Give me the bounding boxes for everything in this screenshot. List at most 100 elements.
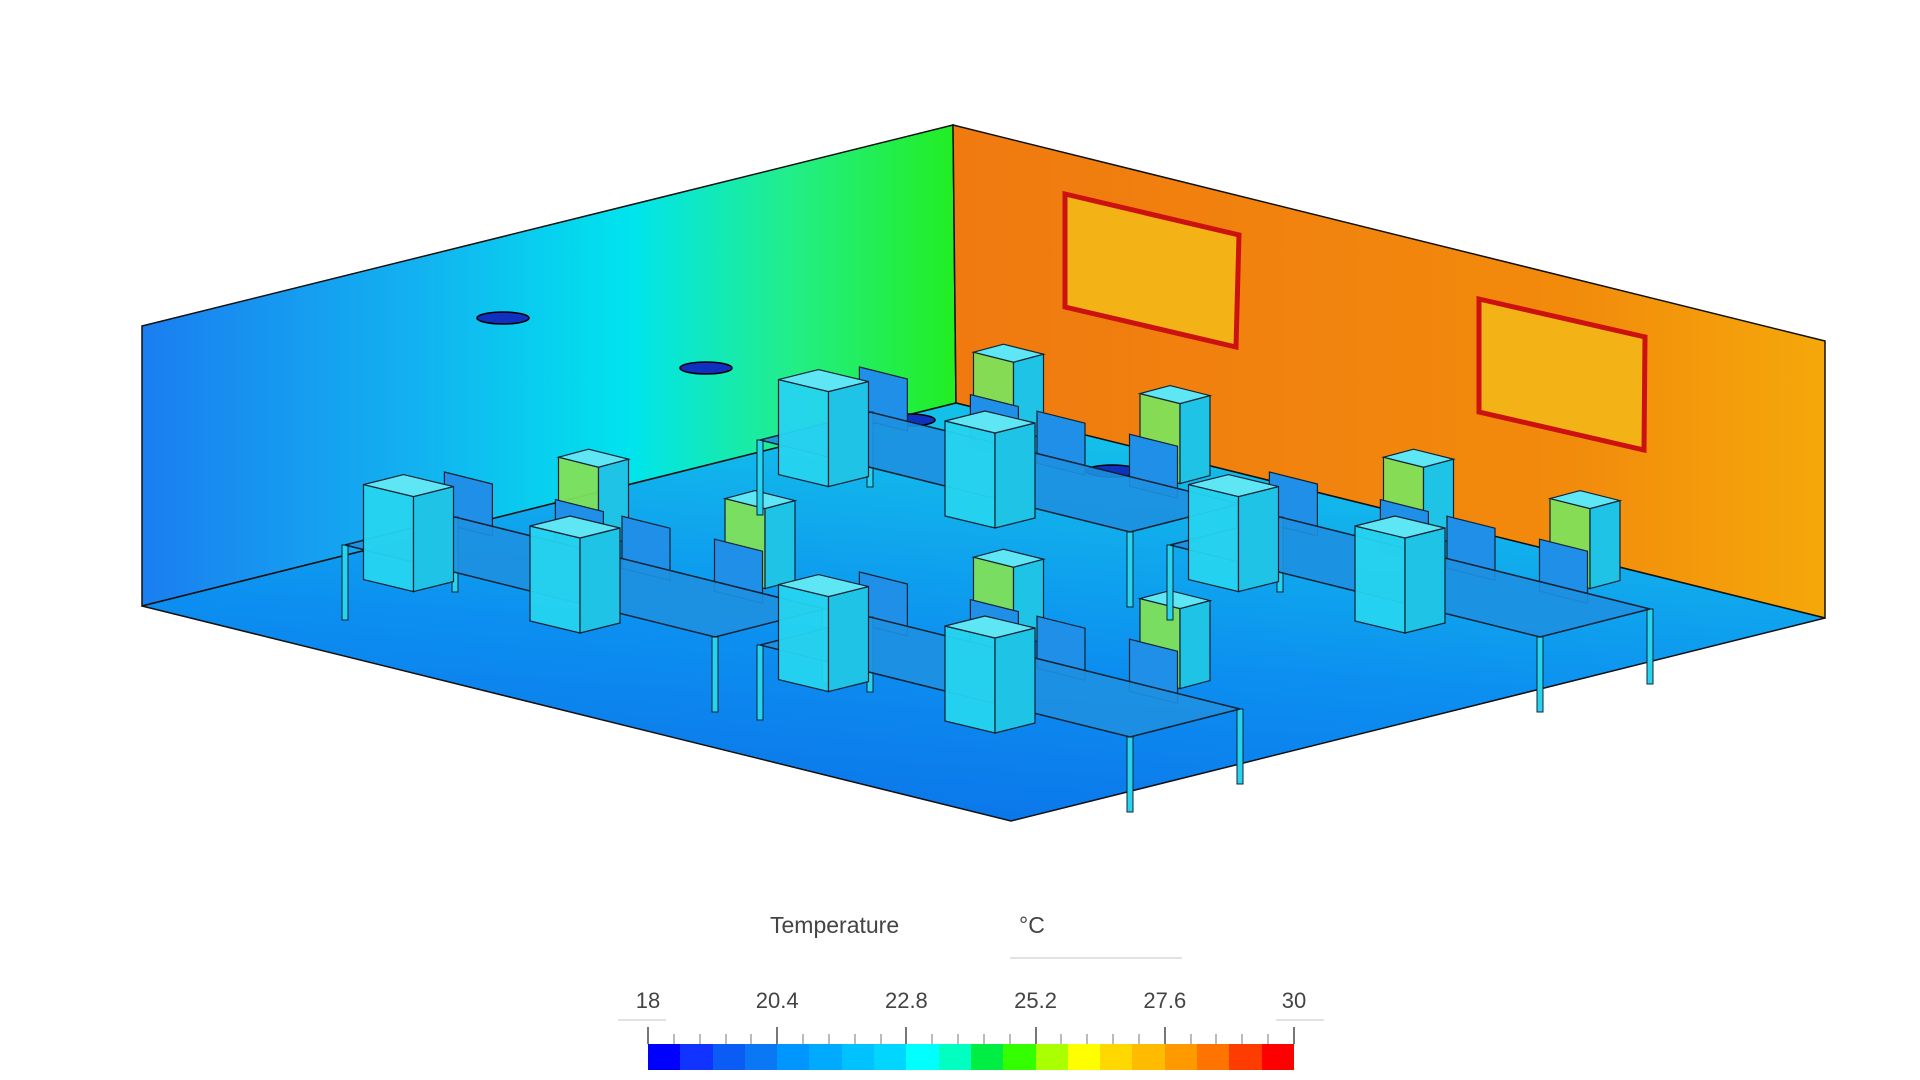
- chair: [363, 473, 454, 498]
- chair: [1404, 527, 1446, 634]
- colorbar-swatch: [712, 1044, 745, 1070]
- colorbar-tick: [982, 1034, 985, 1044]
- colorbar-tick: [672, 1034, 675, 1044]
- colorbar-swatch: [777, 1044, 810, 1070]
- desk-leg: [711, 636, 719, 713]
- chair: [556, 448, 631, 468]
- colorbar-swatch: [1164, 1044, 1198, 1070]
- colorbar-swatch: [1100, 1044, 1133, 1070]
- chair: [362, 483, 415, 593]
- chair: [529, 525, 581, 634]
- colorbar-tick: [1215, 1034, 1218, 1044]
- chair: [944, 615, 1036, 639]
- colorbar-swatch: [680, 1044, 713, 1070]
- colorbar-tick: [1086, 1034, 1089, 1044]
- colorbar-swatch: [1197, 1044, 1230, 1070]
- colorbar-tick: [1008, 1034, 1011, 1044]
- chair: [1188, 473, 1279, 498]
- colorbar-tick: [931, 1034, 934, 1044]
- chair: [994, 422, 1036, 529]
- colorbar-swatch: [1067, 1044, 1101, 1070]
- chair: [971, 548, 1046, 568]
- colorbar-swatch: [841, 1044, 875, 1070]
- colorbar-tick: [853, 1034, 856, 1044]
- colorbar-tick: [776, 1027, 779, 1044]
- tick-label: 18: [635, 988, 661, 1013]
- colorbar-swatch: [906, 1044, 939, 1070]
- legend-title: Temperature: [770, 912, 900, 938]
- chair: [1237, 485, 1280, 593]
- tick-label: 25.2: [1014, 988, 1058, 1013]
- colorbar-swatch: [1035, 1044, 1068, 1070]
- colorbar-swatch: [938, 1044, 971, 1070]
- colorbar-ticks: [647, 1026, 1295, 1044]
- chair: [764, 499, 796, 590]
- desk-leg: [1536, 636, 1544, 713]
- tick-label: 30: [1281, 988, 1307, 1013]
- colorbar-tick: [724, 1034, 727, 1044]
- divider: [1276, 1019, 1324, 1021]
- whiteboard: [1476, 295, 1648, 454]
- colorbar-tick: [1189, 1034, 1192, 1044]
- colorbar-swatch: [809, 1044, 842, 1070]
- desk-leg: [1126, 736, 1134, 813]
- tick-label: 20.4: [755, 988, 799, 1013]
- colorbar-swatch: [1229, 1044, 1262, 1070]
- legend-unit: °C: [1019, 912, 1045, 938]
- chair: [1179, 599, 1211, 690]
- chair: [778, 368, 869, 393]
- desk-leg: [1646, 608, 1654, 685]
- chair: [579, 527, 621, 634]
- chair: [944, 410, 1036, 434]
- colorbar-tick: [647, 1027, 649, 1044]
- chair: [1547, 489, 1623, 510]
- chair: [1187, 483, 1240, 593]
- chair: [1137, 384, 1213, 405]
- colorbar-tick: [827, 1034, 830, 1044]
- chair: [777, 378, 830, 488]
- tick-label: 22.8: [884, 988, 928, 1013]
- chair: [971, 343, 1046, 363]
- ceiling-vent: [679, 361, 733, 375]
- chair: [777, 583, 830, 693]
- colorbar-tick: [1060, 1034, 1063, 1044]
- colorbar-tick: [1034, 1027, 1037, 1044]
- chair: [1381, 448, 1456, 468]
- colorbar-tick: [1267, 1034, 1270, 1044]
- unit-underline: [1010, 957, 1182, 959]
- ceiling-vent: [476, 311, 530, 325]
- colorbar-tick: [1112, 1034, 1115, 1044]
- desk-leg: [1166, 544, 1174, 621]
- colorbar-tick: [1241, 1034, 1244, 1044]
- desk-leg: [1236, 708, 1244, 785]
- desk-leg: [756, 644, 764, 721]
- desk-leg: [341, 544, 349, 621]
- colorbar-tick: [802, 1034, 805, 1044]
- colorbar-swatch: [1261, 1044, 1294, 1070]
- desk-leg: [756, 439, 764, 516]
- chair: [1354, 515, 1446, 539]
- desk-leg: [1126, 531, 1134, 608]
- chair: [1179, 394, 1211, 485]
- divider: [618, 1019, 666, 1021]
- chair: [529, 515, 621, 539]
- chair: [944, 420, 996, 529]
- chair: [827, 380, 870, 488]
- chair: [944, 625, 996, 734]
- colorbar-tick: [1293, 1027, 1295, 1044]
- colorbar-swatch: [648, 1044, 681, 1070]
- colorbar-tick: [1137, 1034, 1140, 1044]
- colorbar: [648, 1044, 1294, 1070]
- colorbar-tick: [1163, 1027, 1166, 1044]
- colorbar-tick: [750, 1034, 753, 1044]
- chair: [994, 627, 1036, 734]
- colorbar-swatch: [1003, 1044, 1036, 1070]
- chair: [778, 573, 869, 598]
- colorbar-swatch: [874, 1044, 907, 1070]
- chair: [1354, 525, 1406, 634]
- tick-label: 27.6: [1143, 988, 1187, 1013]
- colorbar-tick: [879, 1034, 882, 1044]
- chair: [412, 485, 455, 593]
- colorbar-swatch: [744, 1044, 778, 1070]
